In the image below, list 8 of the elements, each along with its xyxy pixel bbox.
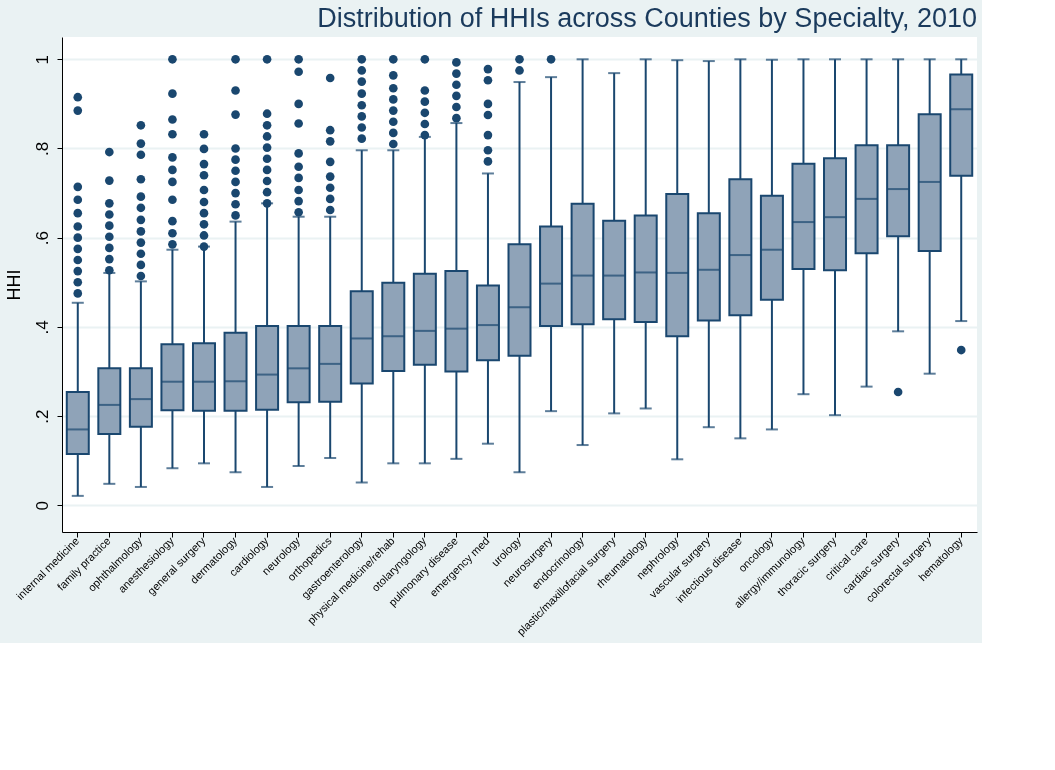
y-tick-label: .4 [32, 320, 52, 335]
y-tick-label: .6 [32, 231, 52, 246]
y-tick-label: 1 [32, 55, 52, 65]
y-tick-label: .8 [32, 141, 52, 157]
y-axis-title: HHI [3, 269, 24, 301]
y-tick-label: 0 [32, 501, 52, 511]
y-tick-label: .2 [32, 409, 52, 424]
chart-title: Distribution of HHIs across Counties by Specialty, 2010 [317, 3, 977, 33]
